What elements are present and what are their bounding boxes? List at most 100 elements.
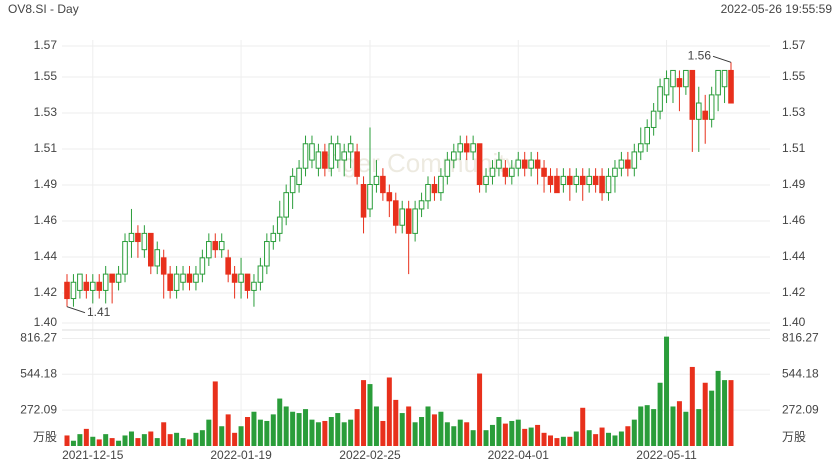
candle-body xyxy=(173,273,180,291)
candle-body xyxy=(599,175,605,194)
x-tick-label: 2021-12-15 xyxy=(62,448,124,462)
volume-bar xyxy=(167,434,173,446)
candle-body xyxy=(186,273,193,283)
volume-bar xyxy=(657,382,663,446)
volume-bar xyxy=(141,434,147,446)
candle-body xyxy=(193,273,199,283)
candle-body xyxy=(135,232,141,243)
volume-bar xyxy=(728,380,734,446)
candle-body xyxy=(554,175,560,194)
candle-body xyxy=(302,143,309,169)
candle-body xyxy=(212,241,219,251)
candle-body xyxy=(264,241,270,267)
candle-body xyxy=(534,159,541,169)
volume-bar xyxy=(715,370,721,446)
candle-body xyxy=(128,232,135,243)
volume-bar xyxy=(199,430,205,446)
candle-body xyxy=(470,143,476,153)
min-annotation: 1.41 xyxy=(87,305,111,319)
volume-bar xyxy=(606,432,612,446)
volume-bar xyxy=(580,407,586,446)
volume-bar xyxy=(651,409,657,446)
volume-bar xyxy=(135,438,141,446)
candle-body xyxy=(650,110,657,128)
volume-bar xyxy=(638,406,644,446)
volume-bar xyxy=(303,409,309,446)
candle-body xyxy=(296,167,302,186)
volume-bar xyxy=(599,427,605,446)
candle-body xyxy=(509,167,515,177)
candle-body xyxy=(77,273,83,291)
candle-body xyxy=(547,175,554,185)
y-tick-label-right: 1.49 xyxy=(782,177,806,191)
y-tick-label: 1.46 xyxy=(34,213,58,227)
y-tick-label-right: 1.55 xyxy=(782,69,806,83)
candle-body xyxy=(521,159,528,169)
volume-bar xyxy=(528,427,534,446)
candle-body xyxy=(154,249,161,267)
y-tick-label: 1.55 xyxy=(34,69,58,83)
volume-bar xyxy=(116,440,122,446)
volume-bar xyxy=(180,438,186,446)
candle-body xyxy=(206,241,212,259)
candle-body xyxy=(283,192,289,218)
candle-body xyxy=(360,184,367,218)
y-tick-label: 1.57 xyxy=(34,38,58,52)
volume-bar xyxy=(483,430,489,446)
volume-bar xyxy=(386,377,392,446)
candle-body xyxy=(373,175,380,185)
candle-body xyxy=(528,159,534,169)
candle-body xyxy=(579,175,586,185)
candle-body xyxy=(450,151,457,161)
volume-bar xyxy=(245,417,251,446)
volume-bar xyxy=(70,440,76,446)
volume-bar xyxy=(541,432,547,446)
candle-body xyxy=(683,69,689,88)
volume-bar xyxy=(489,424,495,446)
candle-body xyxy=(695,102,702,120)
candle-body xyxy=(657,86,663,112)
volume-bar xyxy=(625,426,631,446)
volume-bar xyxy=(212,381,218,446)
candle-body xyxy=(141,232,148,251)
candle-body xyxy=(444,159,451,177)
volume-bar xyxy=(257,419,263,446)
max-annotation: 1.56 xyxy=(688,48,712,62)
x-tick-label: 2022-02-25 xyxy=(339,448,401,462)
y-tick-label: 272.09 xyxy=(20,402,57,416)
volume-bar xyxy=(373,406,379,446)
volume-bar xyxy=(412,422,418,446)
volume-bar xyxy=(96,439,102,446)
candle-body xyxy=(180,273,186,283)
volume-bar xyxy=(290,411,296,446)
volume-bar xyxy=(444,422,450,446)
candle-body xyxy=(721,69,728,88)
candle-body xyxy=(405,208,412,234)
volume-bar xyxy=(425,406,431,446)
y-tick-label: 1.44 xyxy=(34,249,58,263)
volume-bar xyxy=(335,413,341,446)
candle-body xyxy=(728,69,734,104)
candle-body xyxy=(70,281,77,300)
candle-body xyxy=(148,232,154,267)
candle-body xyxy=(663,78,670,96)
volume-bar xyxy=(283,406,289,446)
candle-body xyxy=(392,200,399,226)
volume-bar xyxy=(77,434,83,446)
candle-body xyxy=(102,273,109,291)
candle-body xyxy=(637,143,644,153)
volume-bar xyxy=(702,382,708,446)
y-tick-label: 1.40 xyxy=(34,315,58,329)
volume-bar xyxy=(380,420,386,446)
y-tick-label: 1.49 xyxy=(34,177,58,191)
candle-body xyxy=(115,273,122,283)
y-tick-label-right: 1.51 xyxy=(782,141,806,155)
volume-bar xyxy=(219,426,225,446)
candle-body xyxy=(225,257,231,275)
volume-bar xyxy=(328,417,334,446)
candle-body xyxy=(489,167,496,177)
annotation-leader xyxy=(66,306,86,314)
y-tick-label-right: 816.27 xyxy=(782,331,819,345)
volume-bar xyxy=(225,414,231,446)
volume-bar xyxy=(509,420,515,446)
